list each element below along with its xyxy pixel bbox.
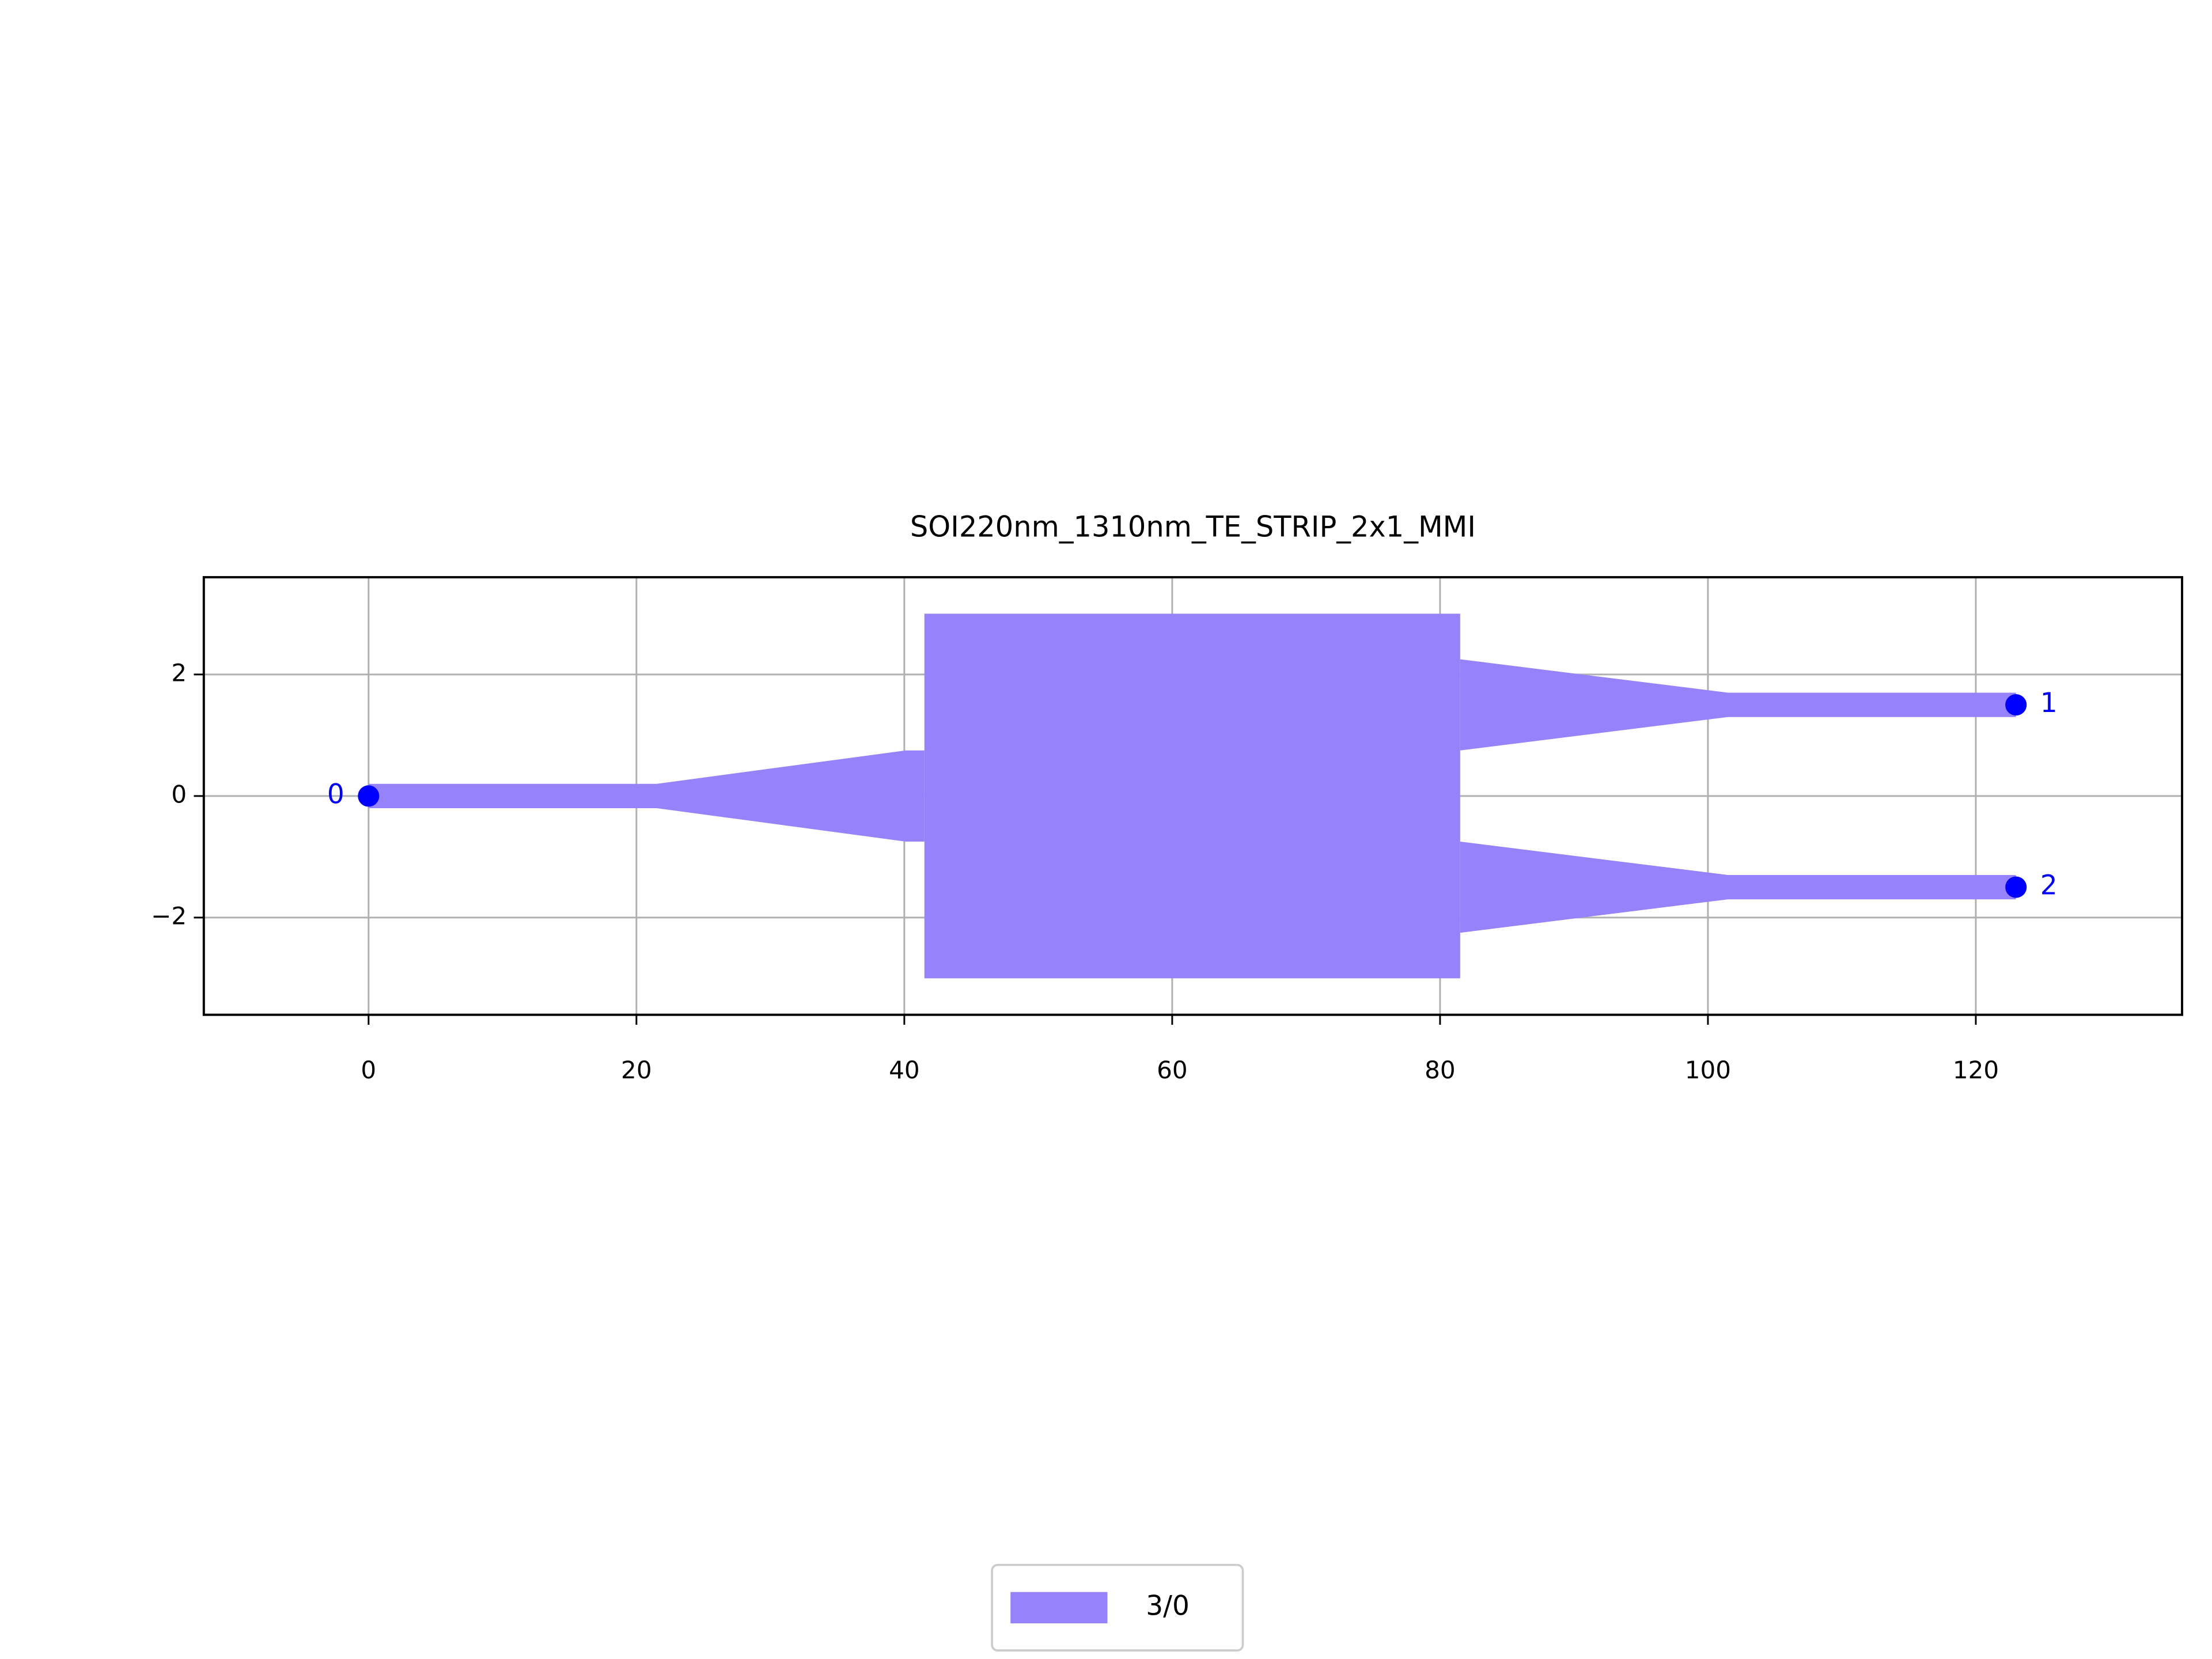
port-label: 2 <box>2040 870 2058 902</box>
shape <box>368 750 925 842</box>
legend-label: 3/0 <box>1146 1590 1190 1622</box>
port-marker <box>2005 694 2027 716</box>
chart-title: SOI220nm_1310nm_TE_STRIP_2x1_MMI <box>910 510 1476 543</box>
shape <box>1460 659 2016 751</box>
x-tick-label: 0 <box>361 1056 376 1084</box>
y-tick-label: 2 <box>171 658 187 687</box>
x-tick-label: 40 <box>889 1056 920 1084</box>
legend-swatch <box>1010 1592 1108 1624</box>
y-tick-label: 0 <box>171 780 187 808</box>
x-tick-label: 60 <box>1157 1056 1188 1084</box>
port-marker <box>2005 876 2027 898</box>
legend: 3/0 <box>991 1563 1244 1652</box>
shape <box>1460 841 2016 933</box>
shape <box>924 613 1460 979</box>
port-marker <box>358 785 380 807</box>
x-tick-label: 100 <box>1685 1056 1731 1084</box>
y-tick-label: −2 <box>151 902 187 930</box>
x-tick-label: 120 <box>1953 1056 1999 1084</box>
port-label: 0 <box>327 778 344 810</box>
port-label: 1 <box>2040 687 2058 719</box>
x-tick-label: 80 <box>1425 1056 1456 1084</box>
legend-box <box>991 1563 1244 1652</box>
x-tick-label: 20 <box>621 1056 652 1084</box>
axes-frame <box>202 576 2184 1016</box>
